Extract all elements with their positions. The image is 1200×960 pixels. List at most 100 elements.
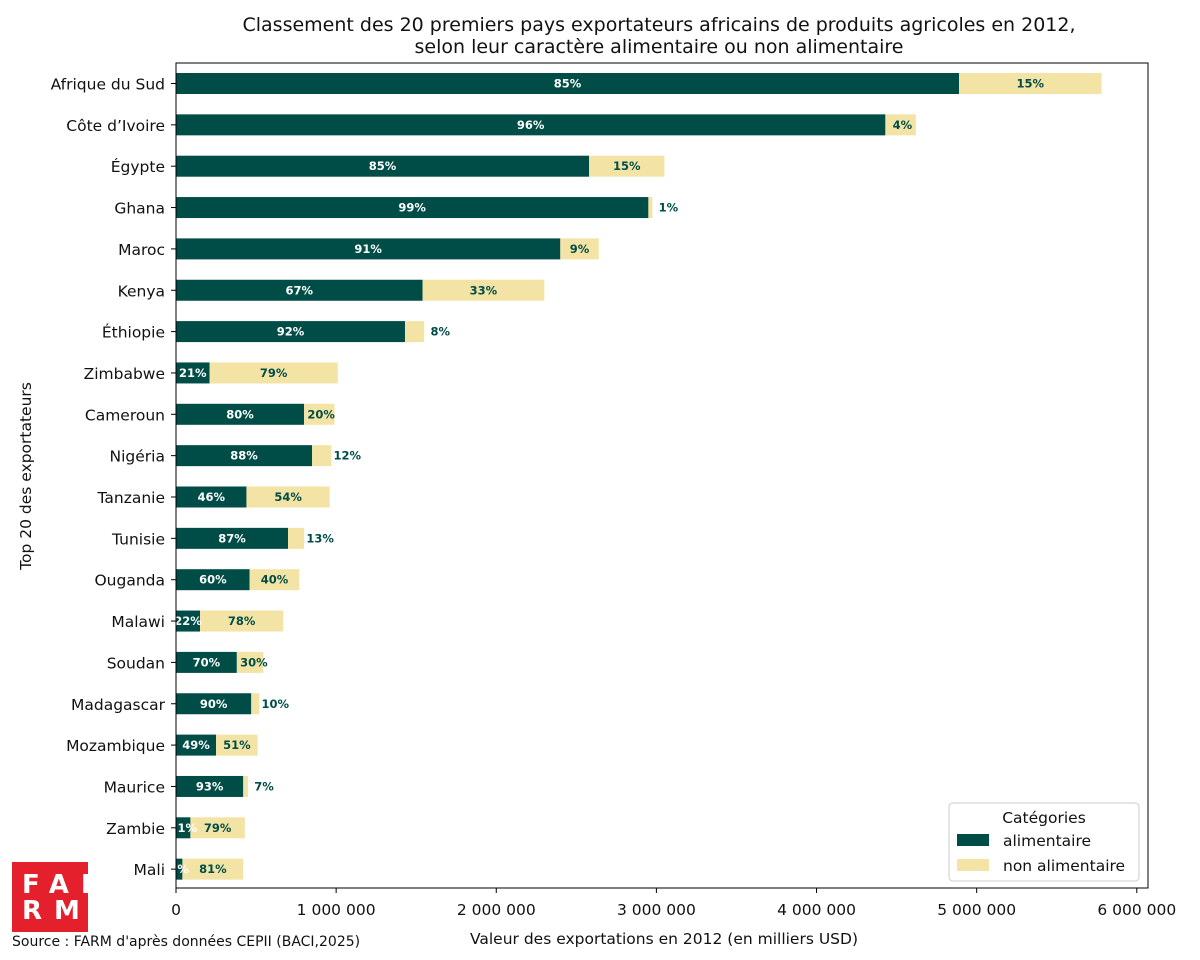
y-tick-label: Kenya (118, 282, 165, 300)
data-label-alimentaire: 87% (218, 531, 246, 545)
bar-non-alimentaire (648, 197, 653, 219)
plot-frame (175, 62, 1149, 889)
y-tick-label: Zambie (106, 820, 165, 838)
data-label-non-alimentaire: 15% (1017, 77, 1045, 91)
y-tick-label: Ouganda (94, 572, 165, 590)
data-label-non-alimentaire: 13% (306, 531, 334, 545)
legend-title: Catégories (1002, 809, 1086, 827)
bar-alimentaire (176, 197, 649, 219)
farm-logo-line2: RM (22, 896, 92, 926)
data-label-alimentaire: 99% (398, 201, 426, 215)
bar-non-alimentaire (246, 486, 330, 508)
bar-alimentaire (176, 527, 289, 549)
data-label-alimentaire: 60% (199, 573, 227, 587)
y-tick-label: Mali (134, 861, 165, 879)
x-axis-label: Valeur des exportations en 2012 (en mill… (470, 930, 858, 948)
data-label-non-alimentaire: 33% (470, 283, 498, 297)
data-label-non-alimentaire: 7% (254, 779, 274, 793)
data-label-non-alimentaire: 1% (659, 201, 679, 215)
bar-non-alimentaire (236, 651, 264, 673)
bar-non-alimentaire (422, 279, 545, 301)
y-tick-label: Maurice (104, 778, 165, 796)
bar-non-alimentaire (251, 693, 260, 715)
x-ticks: 0 1 000 000 2 000 000 3 000 000 4 000 000 5 0… (171, 888, 1176, 919)
data-label-alimentaire: 46% (197, 490, 225, 504)
data-label-non-alimentaire: 9% (570, 242, 590, 256)
legend-label-non-alimentaire: non alimentaire (1003, 857, 1125, 875)
y-tick-label: Malawi (111, 613, 165, 631)
bar-alimentaire (176, 279, 423, 301)
bar-non-alimentaire (216, 734, 258, 756)
bar-non-alimentaire (288, 527, 305, 549)
y-tick-label: Mozambique (66, 737, 165, 755)
data-label-alimentaire: 9% (169, 862, 189, 876)
y-tick-label: Éthiopie (102, 323, 165, 342)
data-label-non-alimentaire: 81% (199, 862, 227, 876)
data-label-alimentaire: 93% (196, 779, 224, 793)
bar-non-alimentaire (589, 155, 665, 177)
data-label-non-alimentaire: 54% (274, 490, 302, 504)
data-label-non-alimentaire: 79% (260, 366, 288, 380)
legend: Catégories alimentaire non alimentaire (948, 802, 1140, 882)
y-tick-label: Soudan (107, 654, 165, 672)
chart-title: Classement des 20 premiers pays exportat… (242, 14, 1075, 36)
bar-non-alimentaire (959, 73, 1102, 94)
data-label-alimentaire: 96% (517, 118, 545, 132)
bar-non-alimentaire (209, 362, 338, 384)
bar-alimentaire (176, 321, 405, 343)
data-label-alimentaire: 85% (369, 159, 397, 173)
farm-logo-line1: FAR (22, 870, 113, 900)
bar-alimentaire (176, 610, 201, 632)
data-label-alimentaire: 91% (354, 242, 382, 256)
data-label-alimentaire: 67% (286, 283, 314, 297)
y-tick-label: Nigéria (110, 448, 165, 466)
bar-non-alimentaire (304, 403, 335, 425)
data-label-alimentaire: 90% (200, 697, 228, 711)
x-tick-label: 1 000 000 (297, 901, 376, 919)
x-tick-label: 6 000 000 (1097, 901, 1176, 919)
x-tick-label: 4 000 000 (777, 901, 856, 919)
bars-layer: 85% 15% 96% 4% 85% 15% 99% 1% 91% 9% 67% 33% 92% 8% 21… (169, 73, 1102, 880)
bar-alimentaire (176, 858, 183, 880)
x-tick-label: 5 000 000 (937, 901, 1016, 919)
bar-alimentaire (176, 775, 244, 797)
bar-non-alimentaire (404, 321, 425, 343)
data-label-non-alimentaire: 20% (307, 407, 335, 421)
data-label-non-alimentaire: 51% (223, 738, 251, 752)
data-label-alimentaire: 80% (226, 407, 254, 421)
bar-alimentaire (176, 445, 313, 467)
y-tick-label: Afrique du Sud (51, 76, 165, 94)
bar-non-alimentaire (560, 238, 599, 260)
bar-non-alimentaire (243, 775, 249, 797)
data-label-non-alimentaire: 40% (261, 573, 289, 587)
y-ticks: Afrique du Sud Côte d’Ivoire Égypte Ghana Ma… (51, 76, 176, 879)
y-axis-label: Top 20 des exportateurs (17, 382, 35, 571)
bar-alimentaire (176, 486, 247, 508)
data-label-alimentaire: 49% (182, 738, 210, 752)
bar-non-alimentaire (312, 445, 332, 467)
y-tick-label: Côte d’Ivoire (66, 117, 165, 135)
x-tick-label: 2 000 000 (457, 901, 536, 919)
data-label-non-alimentaire: 30% (240, 655, 268, 669)
data-label-non-alimentaire: 12% (334, 449, 362, 463)
y-tick-label: Tunisie (111, 530, 165, 548)
data-label-non-alimentaire: 15% (613, 159, 641, 173)
farm-logo: FAR RM (12, 862, 113, 932)
bar-alimentaire (176, 734, 217, 756)
data-label-alimentaire: 21% (179, 366, 207, 380)
data-label-alimentaire: 92% (277, 325, 305, 339)
chart-subtitle: selon leur caractère alimentaire ou non … (415, 36, 904, 58)
bar-alimentaire (176, 155, 590, 177)
bar-alimentaire (176, 238, 561, 260)
legend-swatch-alimentaire (957, 834, 989, 846)
y-tick-label: Madagascar (71, 696, 166, 714)
x-tick-label: 0 (171, 901, 181, 919)
source-note: Source : FARM d'après données CEPII (BAC… (12, 934, 361, 950)
data-label-alimentaire: 85% (554, 77, 582, 91)
bar-alimentaire (176, 114, 886, 136)
bar-non-alimentaire (182, 858, 244, 880)
bar-alimentaire (176, 651, 237, 673)
data-label-non-alimentaire: 8% (430, 325, 450, 339)
y-tick-label: Cameroun (85, 406, 165, 424)
